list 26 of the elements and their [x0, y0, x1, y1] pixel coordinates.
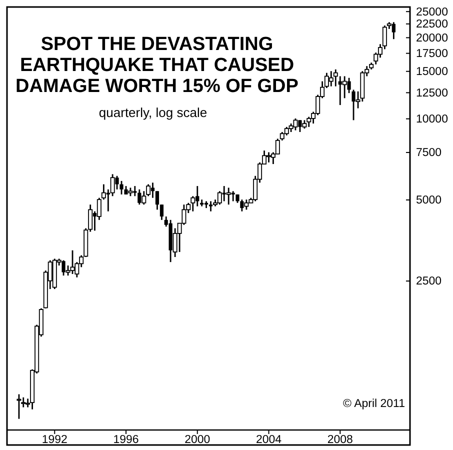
candlestick [217, 190, 222, 206]
candlestick [293, 118, 298, 131]
y-tick-label: 7500 [416, 147, 442, 160]
candlestick [244, 198, 249, 210]
text: SPOT THE DEVASTATING EARTHQUAKE THAT CAUSED DAMAGE WORTH 15% OF GDP [16, 34, 299, 97]
candlestick [226, 187, 231, 206]
x-tick-label: 1996 [113, 434, 139, 446]
candlestick [70, 250, 75, 275]
annotation: © April 2011 [343, 398, 405, 410]
x-tick-label: 2004 [256, 434, 282, 446]
text: quarterly, log scale [98, 105, 208, 120]
candlestick [155, 190, 160, 210]
x-tick-label: 1992 [42, 434, 68, 446]
candlestick [160, 204, 164, 221]
y-tick-label: 10000 [416, 113, 448, 126]
y-tick-label: 17500 [416, 48, 448, 60]
y-tick-label: 15000 [416, 66, 448, 78]
candlestick [120, 180, 124, 196]
x-tick-label: 2000 [184, 434, 210, 446]
y-tick-label: 25000 [416, 6, 448, 18]
x-tick-label: 2008 [327, 434, 353, 446]
y-tick-label: 22500 [416, 18, 448, 31]
y-tick-label: 5000 [416, 194, 442, 207]
y-tick-label: 12500 [416, 87, 448, 100]
y-tick-label: 2500 [416, 276, 442, 288]
y-tick-label: 20000 [416, 32, 448, 44]
